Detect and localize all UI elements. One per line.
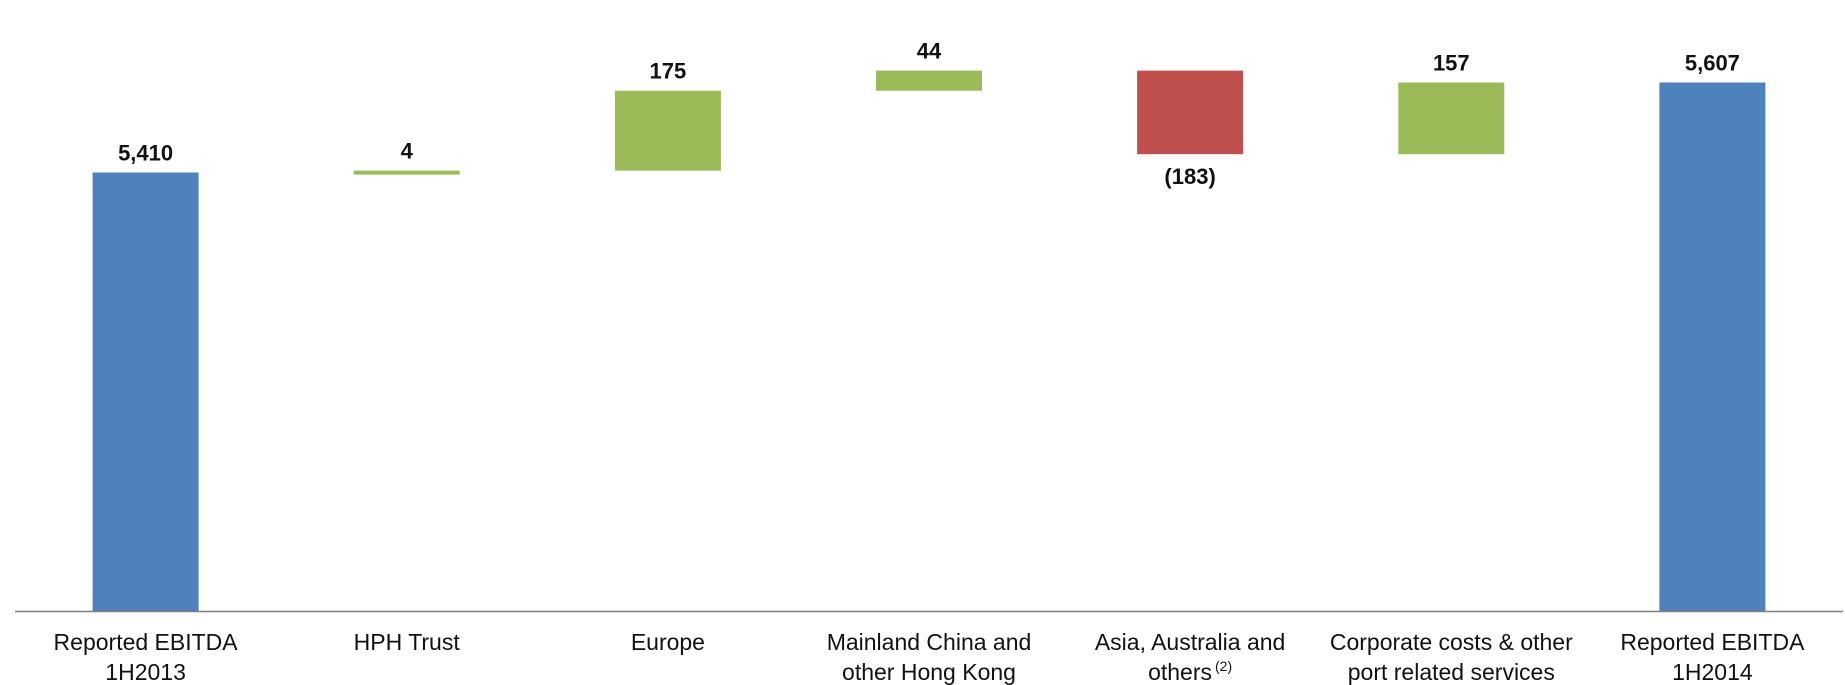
bar-1 xyxy=(353,170,460,175)
category-label-5-line-0: Corporate costs & other xyxy=(1330,629,1573,655)
value-label-6: 5,607 xyxy=(1685,51,1740,76)
category-label-6-line-0: Reported EBITDA xyxy=(1620,629,1805,655)
category-label-5: Corporate costs & other port related serv… xyxy=(1330,629,1573,685)
category-label-4-line-0: Asia, Australia and xyxy=(1095,629,1286,655)
value-label-2: 175 xyxy=(650,59,687,84)
value-label-5: 157 xyxy=(1433,51,1470,76)
category-label-1-line-0: HPH Trust xyxy=(354,629,461,655)
category-label-4-superscript: (2) xyxy=(1215,658,1232,674)
category-label-1: HPH Trust xyxy=(354,629,461,655)
bar-3 xyxy=(876,70,982,91)
category-label-4-line-1: others xyxy=(1148,659,1212,685)
category-label-3-line-1: other Hong Kong xyxy=(842,659,1016,685)
category-label-3: Mainland China and other Hong Kong xyxy=(827,629,1032,685)
bar-4 xyxy=(1137,70,1244,155)
value-label-4: (183) xyxy=(1164,164,1215,189)
category-label-3-line-0: Mainland China and xyxy=(827,629,1032,655)
bars-group xyxy=(92,70,1766,611)
category-label-4: Asia, Australia and others (2) xyxy=(1095,629,1286,685)
value-labels-group: 5,410 4 175 44 (183) 157 5,607 xyxy=(118,39,1740,190)
category-label-0: Reported EBITDA 1H2013 xyxy=(54,629,239,685)
value-label-3: 44 xyxy=(917,39,942,64)
category-label-6: Reported EBITDA 1H2014 xyxy=(1620,629,1805,685)
bar-2 xyxy=(614,90,721,171)
bar-6 xyxy=(1659,82,1766,611)
category-label-5-line-1: port related services xyxy=(1348,659,1555,685)
category-label-2: Europe xyxy=(631,629,705,655)
category-label-0-line-1: 1H2013 xyxy=(105,659,186,685)
category-label-0-line-0: Reported EBITDA xyxy=(54,629,239,655)
bar-0 xyxy=(92,172,199,611)
value-label-1: 4 xyxy=(401,139,414,164)
value-label-0: 5,410 xyxy=(118,141,173,166)
category-labels-group: Reported EBITDA 1H2013 HPH Trust Europe Main… xyxy=(54,629,1806,685)
category-label-6-line-1: 1H2014 xyxy=(1672,659,1753,685)
bar-5 xyxy=(1398,82,1505,155)
category-label-2-line-0: Europe xyxy=(631,629,705,655)
